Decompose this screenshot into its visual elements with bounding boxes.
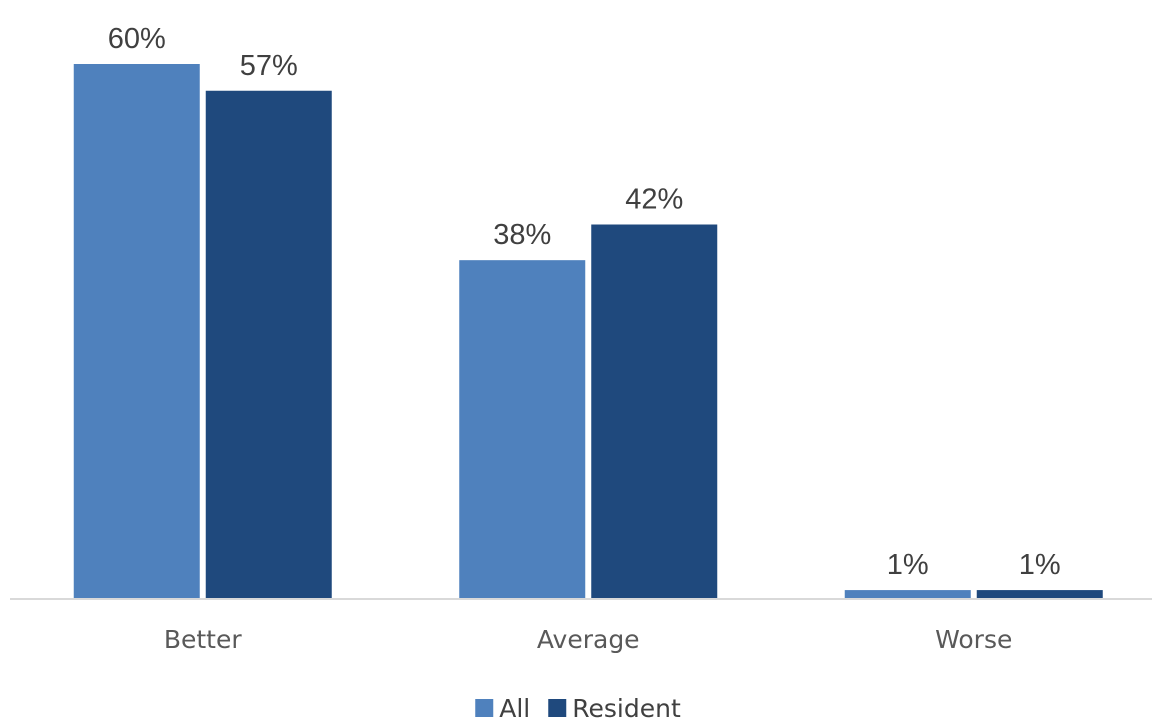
legend-label-all: All (499, 694, 530, 722)
legend-label-resident: Resident (572, 694, 681, 722)
x-tick-label-better: Better (164, 625, 243, 654)
legend-swatch-resident (548, 699, 567, 717)
bar-all-better (73, 64, 200, 599)
x-tick-label-worse: Worse (935, 625, 1012, 654)
bar-resident-worse (976, 590, 1103, 599)
data-label-resident-worse: 1% (1019, 549, 1061, 581)
data-label-group: 60% 57% 38% 42% 1% 1% (108, 23, 1061, 581)
x-tick-label-average: Average (537, 625, 640, 654)
bar-resident-average (591, 224, 718, 599)
bar-group (73, 64, 1103, 599)
data-label-all-better: 60% (108, 23, 166, 55)
data-label-resident-average: 42% (625, 184, 683, 216)
bar-resident-better (205, 90, 332, 599)
legend: All Resident (475, 694, 681, 722)
bar-all-worse (844, 590, 971, 599)
data-label-all-average: 38% (493, 219, 551, 251)
data-label-resident-better: 57% (240, 50, 298, 82)
data-label-all-worse: 1% (887, 549, 929, 581)
x-tick-group: Better Average Worse (164, 625, 1013, 654)
bar-all-average (459, 260, 586, 599)
legend-swatch-all (475, 699, 494, 717)
